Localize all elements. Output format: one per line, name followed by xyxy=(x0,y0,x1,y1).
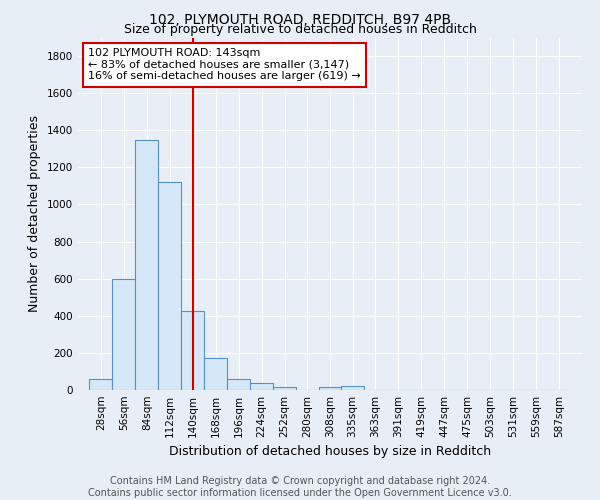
Text: 102 PLYMOUTH ROAD: 143sqm
← 83% of detached houses are smaller (3,147)
16% of se: 102 PLYMOUTH ROAD: 143sqm ← 83% of detac… xyxy=(88,48,361,82)
Bar xyxy=(158,182,181,390)
Y-axis label: Number of detached properties: Number of detached properties xyxy=(28,116,41,312)
Text: Contains HM Land Registry data © Crown copyright and database right 2024.
Contai: Contains HM Land Registry data © Crown c… xyxy=(88,476,512,498)
Bar xyxy=(136,140,158,390)
X-axis label: Distribution of detached houses by size in Redditch: Distribution of detached houses by size … xyxy=(169,446,491,458)
Text: 102, PLYMOUTH ROAD, REDDITCH, B97 4PB: 102, PLYMOUTH ROAD, REDDITCH, B97 4PB xyxy=(149,12,451,26)
Bar xyxy=(319,387,342,390)
Bar xyxy=(227,379,250,390)
Text: Size of property relative to detached houses in Redditch: Size of property relative to detached ho… xyxy=(124,22,476,36)
Bar xyxy=(204,358,227,390)
Bar xyxy=(341,386,364,390)
Bar xyxy=(181,311,204,390)
Bar xyxy=(112,278,136,390)
Bar xyxy=(273,387,296,390)
Bar xyxy=(250,382,273,390)
Bar xyxy=(89,379,112,390)
